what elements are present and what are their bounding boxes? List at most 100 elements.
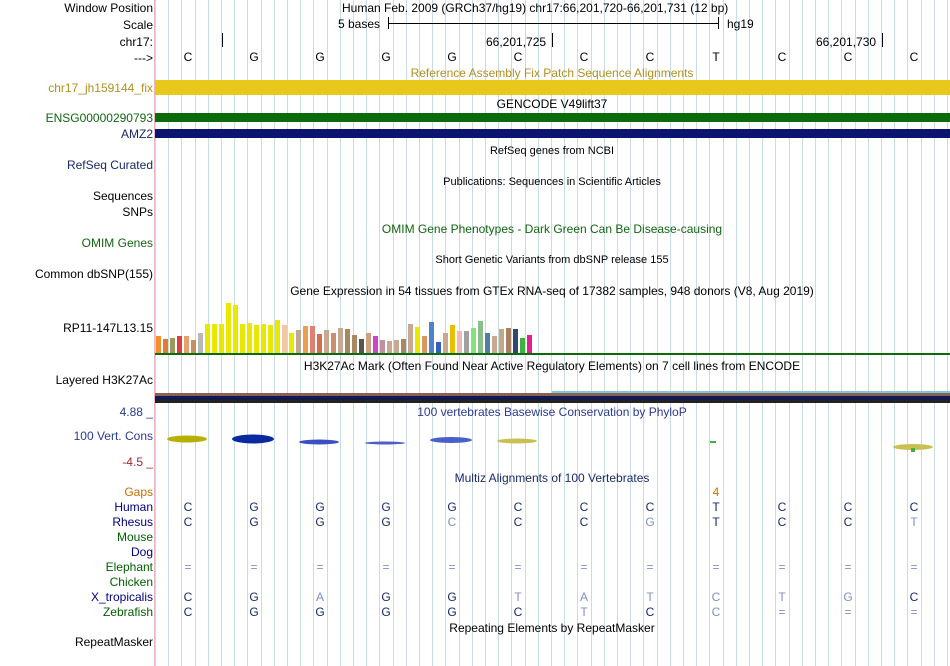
gtex-tissue-bar[interactable] bbox=[156, 336, 161, 353]
dbsnp-title[interactable]: Short Genetic Variants from dbSNP releas… bbox=[435, 254, 669, 266]
gtex-tissue-bar[interactable] bbox=[310, 326, 315, 353]
gtex-tissue-bar[interactable] bbox=[513, 329, 518, 353]
gencode-title[interactable]: GENCODE V49lift37 bbox=[496, 97, 608, 111]
gtex-tissue-bar[interactable] bbox=[163, 339, 168, 353]
gtex-tissue-bar[interactable] bbox=[422, 336, 427, 353]
species-label[interactable]: Rhesus bbox=[112, 515, 153, 529]
gtex-tissue-bar[interactable] bbox=[331, 333, 336, 353]
gtex-tissue-bar[interactable] bbox=[338, 328, 343, 353]
species-label[interactable]: Zebrafish bbox=[102, 605, 153, 619]
h3k27ac-signal[interactable] bbox=[155, 393, 950, 396]
grid-line bbox=[643, 0, 645, 666]
gtex-tissue-bar[interactable] bbox=[429, 322, 434, 353]
refseq-label[interactable]: RefSeq Curated bbox=[66, 158, 153, 172]
species-label[interactable]: Dog bbox=[130, 545, 153, 559]
gencode-gene-1-bar[interactable] bbox=[155, 113, 950, 122]
multiz-title[interactable]: Multiz Alignments of 100 Vertebrates bbox=[454, 471, 650, 485]
gtex-tissue-bar[interactable] bbox=[352, 335, 357, 353]
gtex-title[interactable]: Gene Expression in 54 tissues from GTEx … bbox=[290, 284, 814, 298]
gencode-gene-2-bar[interactable] bbox=[155, 129, 950, 138]
gtex-tissue-bar[interactable] bbox=[303, 326, 308, 353]
gtex-tissue-bar[interactable] bbox=[184, 336, 189, 353]
gtex-tissue-bar[interactable] bbox=[254, 325, 259, 353]
gtex-tissue-bar[interactable] bbox=[478, 321, 483, 353]
gtex-tissue-bar[interactable] bbox=[177, 336, 182, 353]
gtex-tissue-bar[interactable] bbox=[205, 324, 210, 353]
species-label[interactable]: Human bbox=[114, 500, 153, 514]
conservation-logo[interactable] bbox=[155, 428, 950, 458]
gtex-tissue-bar[interactable] bbox=[226, 303, 231, 353]
gtex-tissue-bar[interactable] bbox=[492, 336, 497, 353]
fix-patch-label[interactable]: chr17_jh159144_fix bbox=[48, 81, 153, 95]
omim-label[interactable]: OMIM Genes bbox=[81, 236, 153, 250]
gtex-tissue-bar[interactable] bbox=[247, 323, 252, 353]
species-label[interactable]: Mouse bbox=[116, 530, 153, 544]
species-label[interactable]: Gaps bbox=[124, 485, 153, 499]
gtex-tissue-bar[interactable] bbox=[527, 335, 532, 353]
species-label[interactable]: Chicken bbox=[109, 575, 153, 589]
alignment-base: A bbox=[315, 590, 325, 604]
gtex-tissue-bar[interactable] bbox=[394, 340, 399, 353]
omim-title[interactable]: OMIM Gene Phenotypes - Dark Green Can Be… bbox=[381, 222, 723, 236]
gtex-tissue-bar[interactable] bbox=[464, 331, 469, 353]
gtex-tissue-bar[interactable] bbox=[436, 342, 441, 353]
fix-patch-title[interactable]: Reference Assembly Fix Patch Sequence Al… bbox=[410, 66, 694, 80]
gtex-tissue-bar[interactable] bbox=[380, 340, 385, 353]
gtex-tissue-bar[interactable] bbox=[506, 328, 511, 353]
gtex-tissue-bar[interactable] bbox=[317, 334, 322, 353]
h3k27ac-label[interactable]: Layered H3K27Ac bbox=[55, 373, 153, 387]
gtex-tissue-bar[interactable] bbox=[485, 333, 490, 353]
gtex-label[interactable]: RP11-147L13.15 bbox=[63, 321, 153, 335]
species-label[interactable]: Elephant bbox=[105, 560, 153, 574]
gtex-tissue-bar[interactable] bbox=[212, 324, 217, 353]
gtex-tissue-bar[interactable] bbox=[359, 339, 364, 353]
h3k27ac-signal[interactable] bbox=[155, 400, 950, 403]
repeatmasker-title[interactable]: Repeating Elements by RepeatMasker bbox=[449, 621, 655, 635]
conservation-min-label: -4.5 _ bbox=[122, 455, 153, 469]
gtex-tissue-bar[interactable] bbox=[499, 329, 504, 353]
dbsnp-label[interactable]: Common dbSNP(155) bbox=[34, 267, 153, 281]
refseq-title[interactable]: RefSeq genes from NCBI bbox=[489, 145, 615, 157]
gtex-tissue-bar[interactable] bbox=[296, 330, 301, 353]
h3k27ac-title[interactable]: H3K27Ac Mark (Often Found Near Active Re… bbox=[303, 359, 801, 373]
gtex-expression-bars[interactable] bbox=[155, 298, 535, 353]
h3k27ac-signal[interactable] bbox=[155, 396, 950, 400]
grid-line bbox=[683, 0, 684, 666]
gtex-tissue-bar[interactable] bbox=[170, 338, 175, 353]
gtex-tissue-bar[interactable] bbox=[450, 325, 455, 353]
gtex-tissue-bar[interactable] bbox=[261, 324, 266, 353]
publications-title[interactable]: Publications: Sequences in Scientific Ar… bbox=[443, 176, 661, 188]
grid-line bbox=[788, 0, 790, 666]
gtex-tissue-bar[interactable] bbox=[198, 333, 203, 353]
gtex-tissue-bar[interactable] bbox=[275, 320, 280, 353]
gtex-tissue-bar[interactable] bbox=[408, 324, 413, 353]
gtex-tissue-bar[interactable] bbox=[387, 341, 392, 353]
gencode-gene-2-label[interactable]: AMZ2 bbox=[120, 127, 153, 141]
gencode-gene-1-label[interactable]: ENSG00000290793 bbox=[45, 111, 153, 125]
repeatmasker-label[interactable]: RepeatMasker bbox=[74, 635, 153, 649]
publications-sequences-label[interactable]: Sequences bbox=[92, 189, 153, 203]
gtex-tissue-bar[interactable] bbox=[240, 324, 245, 353]
gtex-tissue-bar[interactable] bbox=[520, 338, 525, 353]
gtex-tissue-bar[interactable] bbox=[373, 336, 378, 353]
fix-patch-alignment-bar[interactable] bbox=[155, 80, 950, 95]
gtex-tissue-bar[interactable] bbox=[401, 339, 406, 353]
publications-snps-label[interactable]: SNPs bbox=[122, 205, 153, 219]
conservation-label[interactable]: 100 Vert. Cons bbox=[73, 429, 153, 443]
gtex-tissue-bar[interactable] bbox=[282, 325, 287, 353]
species-label[interactable]: X_tropicalis bbox=[90, 590, 153, 604]
gtex-tissue-bar[interactable] bbox=[415, 327, 420, 353]
gtex-tissue-bar[interactable] bbox=[219, 324, 224, 353]
gtex-tissue-bar[interactable] bbox=[443, 333, 448, 353]
gtex-tissue-bar[interactable] bbox=[324, 330, 329, 353]
gtex-tissue-bar[interactable] bbox=[268, 325, 273, 353]
gtex-tissue-bar[interactable] bbox=[471, 328, 476, 353]
gtex-tissue-bar[interactable] bbox=[366, 333, 371, 353]
conservation-title[interactable]: 100 vertebrates Basewise Conservation by… bbox=[417, 405, 687, 419]
gtex-tissue-bar[interactable] bbox=[191, 340, 196, 353]
gtex-tissue-bar[interactable] bbox=[233, 305, 238, 353]
gtex-tissue-bar[interactable] bbox=[457, 331, 462, 353]
gtex-tissue-bar[interactable] bbox=[289, 333, 294, 353]
window-position-value[interactable]: Human Feb. 2009 (GRCh37/hg19) chr17:66,2… bbox=[342, 1, 729, 15]
gtex-tissue-bar[interactable] bbox=[345, 329, 350, 353]
